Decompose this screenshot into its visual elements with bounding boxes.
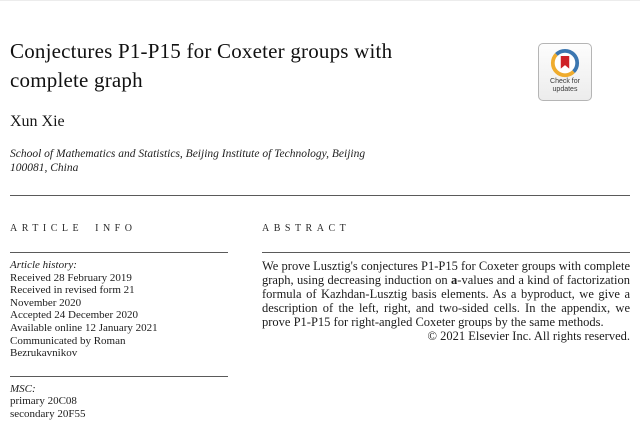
article-info-rule	[10, 252, 228, 253]
abstract-text-part1: We prove Lusztig's conjectures P1-P15 fo…	[262, 259, 630, 287]
abstract-header: ABSTRACT	[262, 223, 351, 234]
msc-line: primary 20C08	[10, 395, 77, 408]
history-line: Received in revised form 21	[10, 284, 135, 297]
msc-section: MSC: primary 20C08 secondary 20F55	[10, 383, 228, 421]
check-for-updates-label: Check for updates	[539, 78, 591, 94]
badge-label-line1: Check for	[550, 78, 580, 85]
msc-rule	[10, 375, 228, 377]
history-line: Accepted 24 December 2020	[10, 309, 138, 322]
check-for-updates-button[interactable]: Check for updates	[538, 43, 592, 101]
copyright-line: © 2021 Elsevier Inc. All rights reserved…	[427, 329, 630, 343]
abstract-text: We prove Lusztig's conjectures P1-P15 fo…	[262, 259, 630, 329]
affiliation-line1: School of Mathematics and Statistics, Be…	[10, 148, 366, 160]
history-line: Bezrukavnikov	[10, 347, 78, 360]
abstract-bold-a: a	[451, 273, 458, 287]
abstract-rule	[262, 252, 630, 253]
affiliation-line2: 100081, China	[10, 161, 79, 174]
history-line: November 2020	[10, 296, 82, 309]
history-line: Received 28 February 2019	[10, 271, 132, 284]
author-name: Xun Xie	[10, 113, 65, 130]
header-divider	[10, 195, 630, 196]
paper-title-line2: complete graph	[10, 68, 143, 92]
article-info-section: ARTICLE INFO Article history: Received 2…	[10, 223, 228, 421]
abstract-text-part2: -values and a kind of factorization form…	[262, 273, 630, 329]
badge-label-line2: updates	[552, 86, 578, 93]
article-info-header: ARTICLE INFO	[10, 223, 137, 234]
author-affiliation: School of Mathematics and Statistics, Be…	[10, 148, 365, 175]
msc-label: MSC:	[10, 382, 36, 395]
msc-line: secondary 20F55	[10, 407, 86, 420]
article-history-label: Article history:	[10, 259, 77, 271]
article-history: Article history: Received 28 February 20…	[10, 259, 228, 360]
history-line: Communicated by Roman	[10, 334, 126, 347]
abstract-section: ABSTRACT We prove Lusztig's conjectures …	[262, 223, 630, 343]
crossmark-icon	[551, 49, 579, 77]
paper-title-line1: Conjectures P1-P15 for Coxeter groups wi…	[10, 39, 393, 63]
paper-title: Conjectures P1-P15 for Coxeter groups wi…	[10, 37, 520, 95]
history-line: Available online 12 January 2021	[10, 321, 158, 334]
